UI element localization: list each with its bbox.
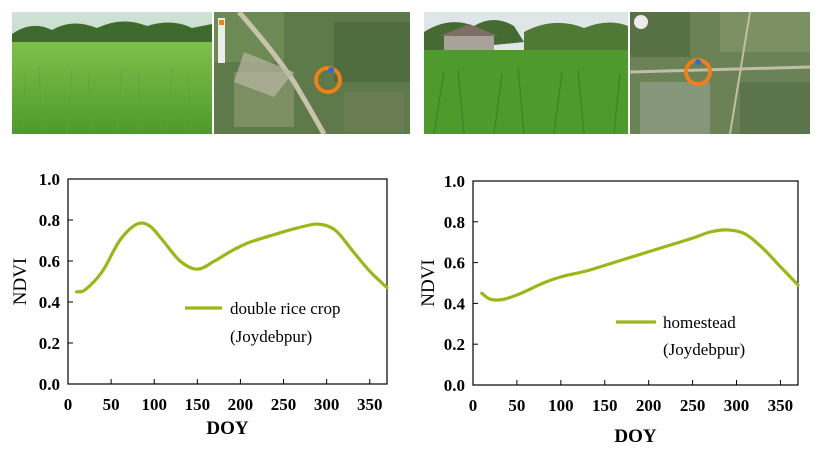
chart1-y-tick-label: 0.4 <box>39 293 61 312</box>
chart2-x-tick-label: 50 <box>508 396 525 415</box>
chart1-x-tick-label: 100 <box>141 395 167 414</box>
chart1-x-tick-label: 0 <box>64 395 73 414</box>
chart2-x-tick-label: 0 <box>469 396 478 415</box>
chart1-y-tick-label: 0.2 <box>39 334 60 353</box>
location-circle <box>314 66 342 94</box>
chart1-legend-sublabel: (Joydebpur) <box>230 327 312 346</box>
chart2-y-tick-label: 0.2 <box>444 335 465 354</box>
chart1-y-tick-label: 0.6 <box>39 252 60 271</box>
chart2-x-tick-label: 300 <box>724 396 750 415</box>
chart2-y-tick-label: 0.6 <box>444 254 465 273</box>
chart1-x-tick-label: 300 <box>314 395 340 414</box>
chart2-y-tick-label: 0.0 <box>444 376 465 395</box>
chart1-x-tick-label: 350 <box>357 395 383 414</box>
chart1-legend-label: double rice crop <box>230 299 340 318</box>
chart1-x-tick-label: 50 <box>103 395 120 414</box>
chart1-y-tick-label: 1.0 <box>39 170 60 189</box>
chart1-x-tick-label: 150 <box>185 395 211 414</box>
rice-field-photo <box>12 12 212 134</box>
chart2-series-line <box>480 228 800 302</box>
chart2-x-tick-label: 350 <box>768 396 794 415</box>
chart2-legend-label: homestead <box>663 313 736 332</box>
chart2-x-tick-label: 200 <box>636 396 662 415</box>
chart2-y-tick-label: 0.4 <box>444 294 466 313</box>
chart1-x-tick-label: 250 <box>271 395 297 414</box>
chart1-series-line <box>75 221 389 294</box>
chart2-x-tick-label: 150 <box>592 396 618 415</box>
chart1-y-tick-label: 0.0 <box>39 375 60 394</box>
chart1-x-axis-label: DOY <box>206 418 249 439</box>
chart2-y-tick-label: 0.8 <box>444 213 465 232</box>
homestead-photo <box>424 12 628 134</box>
chart2-y-axis-label: NDVI <box>418 259 439 307</box>
chart1-plot-frame <box>67 178 388 385</box>
rice-field-map <box>214 12 410 134</box>
chart2-y-tick-label: 1.0 <box>444 172 465 191</box>
homestead-map <box>630 12 810 134</box>
chart1-x-tick-label: 200 <box>228 395 254 414</box>
chart2-legend-sublabel: (Joydebpur) <box>663 340 745 359</box>
location-marker-icon <box>328 67 335 81</box>
chart1-y-axis-label: NDVI <box>10 258 31 306</box>
chart2-plot-frame <box>472 180 799 386</box>
chart1-y-tick-label: 0.8 <box>39 211 60 230</box>
location-marker-icon <box>695 59 702 73</box>
chart2-x-axis-label: DOY <box>614 426 657 447</box>
chart2-x-tick-label: 250 <box>680 396 706 415</box>
chart2-x-tick-label: 100 <box>548 396 574 415</box>
